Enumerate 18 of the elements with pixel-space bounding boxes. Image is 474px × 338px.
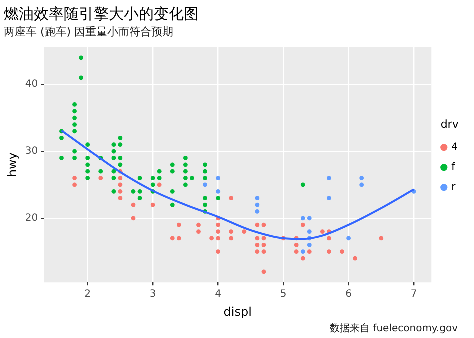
y-tick-label: 30	[25, 146, 38, 158]
x-tick-label: 4	[215, 289, 222, 300]
x-tick-label: 7	[410, 289, 418, 300]
y-axis-title: hwy	[5, 152, 20, 178]
chart-title: 燃油效率随引擎大小的变化图	[4, 4, 199, 23]
legend-label: f	[452, 162, 456, 174]
x-axis-title: displ	[224, 304, 252, 319]
y-tick-label: 40	[25, 79, 38, 90]
x-tick-label: 6	[346, 289, 352, 300]
y-tick-label: 20	[25, 212, 38, 224]
x-tick-label: 3	[150, 289, 156, 300]
x-tick-label: 5	[280, 289, 287, 300]
x-tick-label: 2	[84, 289, 92, 300]
legend-label: 4	[452, 142, 458, 154]
legend-title: drv	[440, 118, 460, 131]
chart-subtitle: 两座车 (跑车) 因重量小而符合预期	[4, 25, 174, 38]
text: 数据来自 fueleconomy.gov	[330, 322, 458, 335]
legend-label: r	[452, 182, 457, 194]
